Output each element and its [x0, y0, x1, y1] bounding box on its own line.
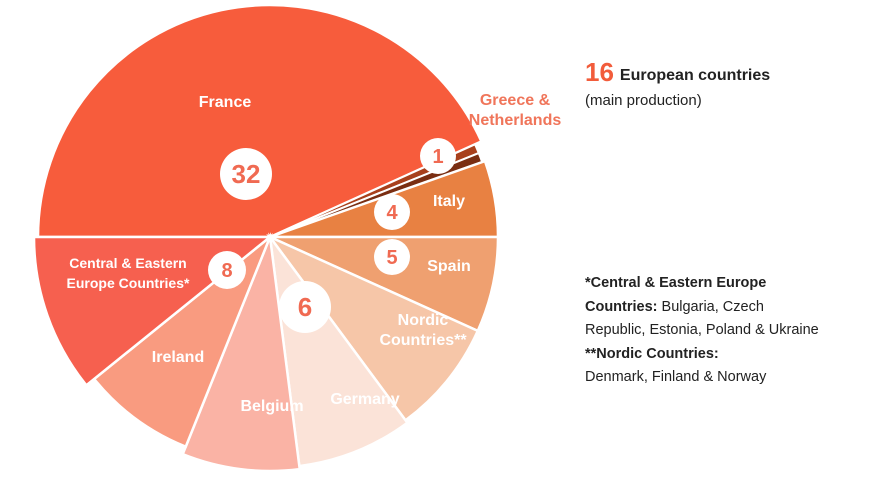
badge-value-italy: 4 — [386, 202, 398, 224]
slice-label-central-eastern-europe-countries: Central & Eastern Europe Countries* — [67, 255, 190, 291]
badge-circle-central-eastern-europe-countries — [208, 251, 246, 289]
slice-label-greece-netherlands: Greece & Netherlands — [469, 92, 562, 129]
footnote-nordic: **Nordic Countries: Denmark, Finland & No… — [585, 343, 825, 390]
badge-circle-italy — [374, 194, 410, 230]
badge-circle-france — [220, 148, 272, 200]
footnotes: *Central & Eastern Europe Countries: Bul… — [585, 272, 825, 390]
badge-circle-nordic-countries — [279, 281, 331, 333]
badge-value-france: 32 — [232, 159, 261, 189]
pie-slice-nordic-countries — [266, 233, 480, 423]
footnote-central-eastern: *Central & Eastern Europe Countries: Bul… — [585, 272, 825, 343]
slice-label-italy: Italy — [433, 193, 465, 210]
slice-label-nordic-countries: Nordic Countries** — [379, 312, 467, 349]
slice-label-belgium: Belgium — [240, 398, 303, 415]
footnote-nordic-body: Denmark, Finland & Norway — [585, 369, 767, 385]
badge-value-spain: 5 — [386, 247, 397, 269]
slice-label-ireland: Ireland — [152, 349, 204, 366]
pie-slice-ireland — [92, 233, 273, 449]
slice-label-france: France — [199, 94, 252, 111]
footnote-ce-title: *Central & Eastern Europe Countries: — [585, 275, 767, 315]
headline-text: European countries — [619, 67, 771, 84]
badge-circle-spain — [374, 239, 410, 275]
badge-value-greece-netherlands: 1 — [432, 146, 443, 168]
slice-label-germany: Germany — [330, 391, 399, 408]
headline-number: 16 — [585, 57, 614, 87]
footnote-ce-body: Bulgaria, Czech Republic, Estonia, Polan… — [585, 298, 819, 339]
pie-slice-belgium — [181, 232, 302, 473]
badge-value-nordic-countries: 6 — [298, 292, 312, 322]
footnote-nordic-title: **Nordic Countries: — [585, 345, 719, 362]
slice-label-spain: Spain — [427, 258, 471, 275]
headline: 16 European countries (main production) — [585, 57, 770, 109]
badge-circle-greece-netherlands — [420, 138, 456, 174]
pie-slice-france — [36, 3, 484, 239]
badge-value-central-eastern-europe-countries: 8 — [221, 260, 232, 282]
headline-subtitle: (main production) — [585, 92, 702, 109]
